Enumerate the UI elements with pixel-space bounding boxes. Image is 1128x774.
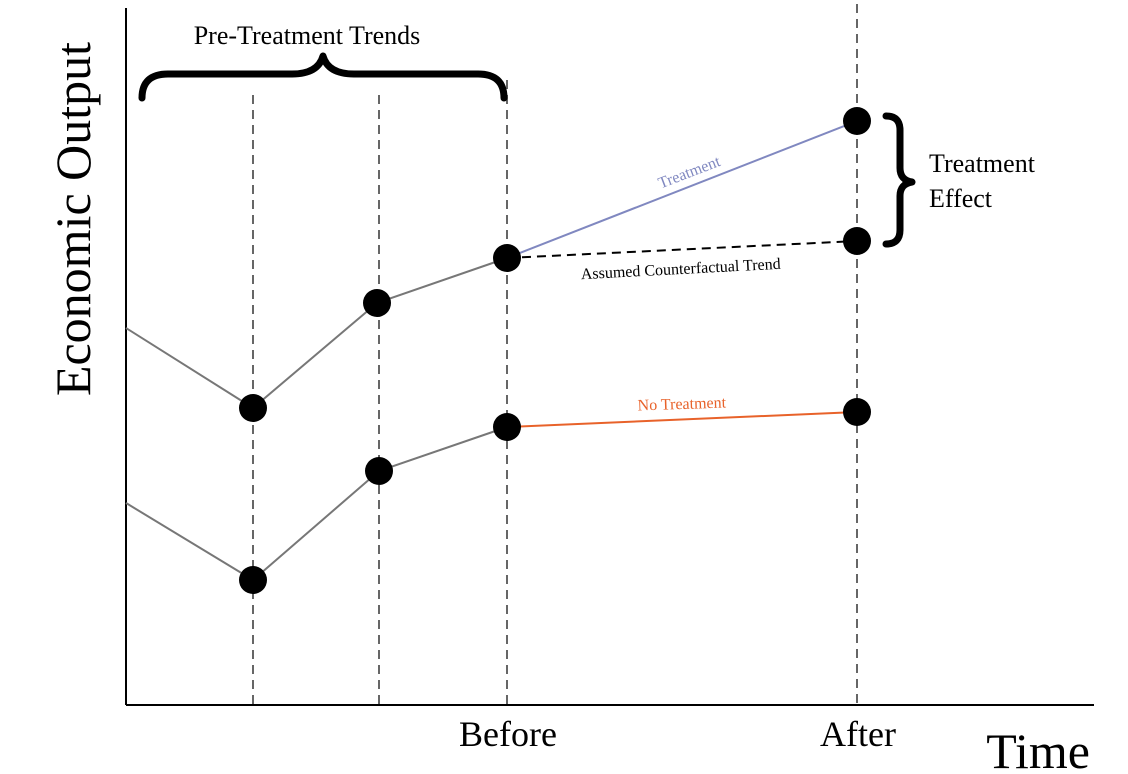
counterfactual-point-after	[843, 227, 871, 255]
y-axis-title: Economic Output	[45, 42, 101, 396]
counterfactual-line	[506, 240, 858, 259]
lower-group-trend-line	[125, 426, 508, 582]
counterfactual-line-label: Assumed Counterfactual Trend	[580, 256, 781, 283]
treatment-effect-label-line1: Treatment	[929, 149, 1036, 178]
before-label: Before	[459, 714, 557, 754]
no-treatment-line	[506, 411, 858, 428]
upper-point-before	[493, 244, 521, 272]
treatment-effect-label-line2: Effect	[929, 184, 993, 213]
upper-group-trend-line	[125, 257, 508, 410]
x-axis-title: Time	[986, 723, 1090, 774]
treatment-line	[506, 120, 858, 259]
upper-point-period-2	[363, 289, 391, 317]
upper-point-period-1	[239, 394, 267, 422]
treatment-effect-brace	[882, 112, 916, 248]
lower-point-period-1	[239, 566, 267, 594]
lower-point-before	[493, 413, 521, 441]
treatment-point-after	[843, 107, 871, 135]
no-treatment-line-label: No Treatment	[637, 394, 727, 414]
pre-treatment-brace	[138, 52, 508, 102]
pre-treatment-label: Pre-Treatment Trends	[194, 21, 421, 50]
lower-point-period-2	[365, 457, 393, 485]
no-treatment-point-after	[843, 398, 871, 426]
after-label: After	[820, 714, 896, 754]
